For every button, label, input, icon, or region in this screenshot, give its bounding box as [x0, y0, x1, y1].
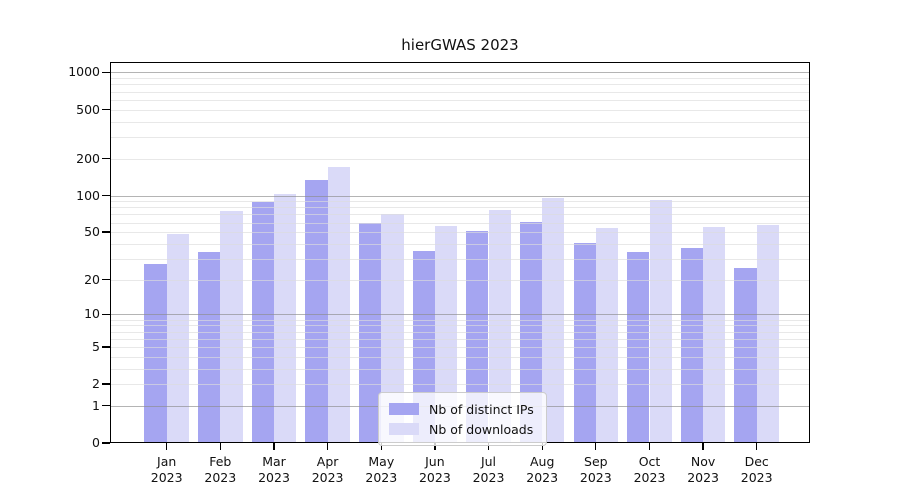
bar-distinct-ips-mar — [251, 201, 274, 443]
y-tick-label-100: 100 — [76, 187, 100, 203]
bar-downloads-apr — [327, 166, 350, 443]
y-tick-label-10: 10 — [84, 306, 100, 322]
x-tick-label-jun: Jun 2023 — [418, 454, 451, 485]
legend-row-distinct-ips: Nb of distinct IPs — [389, 399, 534, 419]
x-tick-label-oct: Oct 2023 — [633, 454, 666, 485]
x-tick-label-apr: Apr 2023 — [311, 454, 344, 485]
y-tick-1 — [102, 405, 110, 407]
bar-distinct-ips-apr — [305, 179, 328, 443]
y-tick-50 — [102, 231, 110, 233]
bar-distinct-ips-may — [359, 223, 382, 443]
y-tick-1000 — [102, 71, 110, 74]
bar-downloads-sep — [595, 228, 619, 443]
legend-swatch-downloads — [389, 423, 419, 435]
bar-distinct-ips-jul — [466, 231, 489, 443]
bar-distinct-ips-dec — [734, 268, 757, 443]
x-tick-label-may: May 2023 — [365, 454, 398, 485]
bar-distinct-ips-nov — [680, 247, 704, 443]
x-tick-aug — [541, 443, 543, 450]
legend-swatch-distinct-ips — [389, 403, 419, 415]
x-tick-mar — [273, 443, 275, 450]
y-tick-label-0: 0 — [92, 435, 100, 450]
x-tick-dec — [756, 443, 758, 450]
bar-downloads-jan — [166, 234, 189, 443]
x-tick-sep — [595, 443, 597, 450]
y-tick-label-1000: 1000 — [68, 64, 100, 80]
bar-distinct-ips-oct — [627, 252, 650, 443]
y-tick-0 — [102, 442, 110, 444]
x-tick-jun — [434, 443, 436, 450]
chart-title: hierGWAS 2023 — [401, 36, 519, 54]
y-tick-10 — [102, 313, 110, 316]
legend-label-downloads: Nb of downloads — [429, 421, 534, 437]
y-tick-label-5: 5 — [92, 338, 100, 354]
x-tick-jan — [166, 443, 168, 450]
y-tick-5 — [102, 346, 110, 348]
legend: Nb of distinct IPs Nb of downloads — [378, 392, 547, 446]
y-tick-label-500: 500 — [76, 101, 100, 117]
legend-label-distinct-ips: Nb of distinct IPs — [429, 401, 534, 417]
plot-area: Nb of distinct IPs Nb of downloads 0 1 2 5 1… — [68, 62, 810, 485]
bar-downloads-nov — [703, 227, 726, 443]
legend-row-downloads: Nb of downloads — [389, 419, 534, 439]
x-tick-nov — [702, 443, 704, 450]
y-tick-label-2: 2 — [92, 376, 100, 392]
bar-distinct-ips-feb — [198, 252, 221, 443]
x-tick-label-feb: Feb 2023 — [204, 454, 237, 485]
bar-distinct-ips-jan — [144, 264, 167, 443]
x-tick-jul — [487, 443, 490, 450]
bar-downloads-may — [381, 214, 404, 443]
bar-downloads-mar — [274, 193, 297, 443]
bars-layer — [110, 62, 810, 443]
x-tick-label-jul: Jul 2023 — [472, 454, 505, 485]
bar-downloads-oct — [649, 199, 672, 443]
x-tick-label-jan: Jan 2023 — [150, 454, 183, 485]
x-tick-label-nov: Nov 2023 — [687, 454, 719, 485]
x-tick-may — [380, 443, 382, 450]
bar-downloads-dec — [756, 225, 779, 443]
x-tick-feb — [219, 443, 221, 450]
x-tick-label-mar: Mar 2023 — [258, 454, 290, 485]
y-tick-label-50: 50 — [84, 224, 100, 240]
x-tick-label-dec: Dec 2023 — [740, 454, 773, 485]
y-tick-100 — [102, 194, 110, 197]
x-tick-apr — [326, 443, 329, 450]
x-tick-label-aug: Aug 2023 — [526, 454, 559, 485]
y-tick-200 — [102, 157, 110, 160]
x-tick-oct — [648, 443, 651, 450]
y-tick-label-1: 1 — [92, 397, 100, 413]
y-tick-2 — [102, 383, 110, 385]
y-tick-20 — [102, 279, 110, 281]
y-tick-label-20: 20 — [84, 271, 100, 287]
bar-downloads-feb — [220, 211, 243, 443]
x-tick-label-sep: Sep 2023 — [579, 454, 612, 485]
y-tick-500 — [102, 108, 110, 111]
bar-distinct-ips-sep — [573, 242, 596, 443]
y-tick-label-200: 200 — [76, 150, 100, 166]
